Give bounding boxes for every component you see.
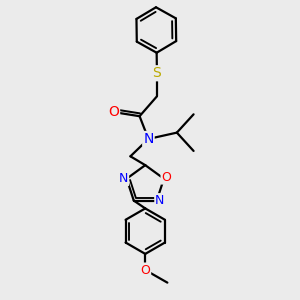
Text: O: O — [108, 105, 119, 119]
Text: S: S — [153, 66, 161, 80]
Text: N: N — [119, 172, 128, 185]
Text: O: O — [161, 171, 171, 184]
Text: O: O — [140, 263, 150, 277]
Text: N: N — [143, 132, 154, 146]
Text: N: N — [155, 194, 165, 207]
